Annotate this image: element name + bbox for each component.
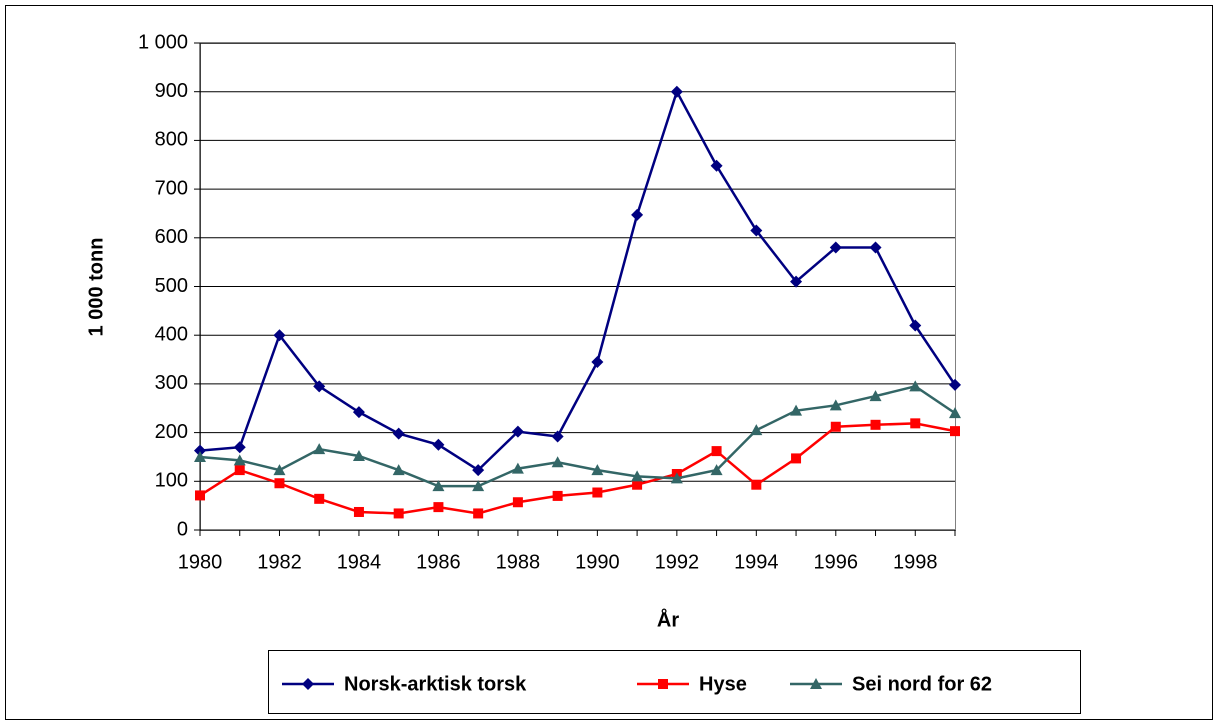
marker — [631, 470, 644, 482]
marker — [512, 497, 523, 508]
marker — [909, 380, 922, 392]
marker — [233, 454, 246, 466]
marker — [910, 418, 921, 429]
marker — [790, 404, 803, 416]
marker — [711, 446, 722, 457]
x-tick-label: 1980 — [178, 551, 223, 573]
marker — [592, 487, 603, 498]
x-tick-label: 1984 — [337, 551, 382, 573]
marker — [710, 464, 723, 476]
y-tick-label: 1 000 — [138, 31, 188, 53]
x-tick-label: 1992 — [655, 551, 700, 573]
marker — [273, 464, 286, 476]
marker — [950, 426, 960, 437]
y-tick-label: 500 — [155, 275, 188, 297]
marker — [670, 85, 683, 98]
marker — [750, 224, 763, 237]
marker — [710, 159, 723, 172]
marker — [829, 399, 842, 411]
x-tick-label: 1998 — [893, 551, 938, 573]
marker — [790, 275, 803, 288]
marker — [631, 208, 644, 221]
y-tick-label: 400 — [155, 323, 188, 345]
marker — [352, 406, 365, 419]
marker — [472, 464, 485, 477]
marker — [870, 419, 881, 430]
series-line — [199, 88, 957, 472]
marker — [791, 453, 802, 464]
marker — [552, 490, 563, 501]
x-tick-label: 1990 — [575, 551, 620, 573]
marker — [194, 450, 206, 462]
y-tick-label: 700 — [155, 177, 188, 199]
marker — [670, 472, 683, 484]
marker — [195, 490, 205, 501]
marker — [551, 430, 564, 443]
marker — [473, 508, 484, 519]
legend-marker — [810, 678, 822, 689]
x-tick-label: 1982 — [257, 551, 302, 573]
marker — [392, 464, 405, 476]
marker — [591, 355, 604, 368]
x-tick-label: 1988 — [496, 551, 541, 573]
marker — [472, 480, 485, 492]
y-axis-label: 1 000 tonn — [85, 238, 107, 337]
marker — [591, 464, 604, 476]
series-line — [199, 384, 956, 488]
legend-marker — [658, 679, 668, 689]
y-tick-label: 600 — [155, 226, 188, 248]
marker — [313, 380, 326, 393]
marker — [313, 443, 326, 455]
marker — [750, 424, 763, 436]
marker — [352, 449, 365, 461]
marker — [194, 444, 206, 457]
y-tick-label: 200 — [155, 421, 188, 443]
marker — [751, 479, 762, 490]
marker — [829, 241, 842, 254]
marker — [949, 378, 961, 391]
marker — [353, 506, 364, 517]
marker — [869, 241, 882, 254]
legend — [268, 650, 1081, 714]
marker — [511, 425, 524, 438]
y-tick-label: 900 — [155, 80, 188, 102]
y-tick-label: 100 — [155, 470, 188, 492]
x-tick-label: 1996 — [814, 551, 859, 573]
marker — [274, 478, 285, 489]
marker — [432, 480, 445, 492]
marker — [830, 421, 841, 432]
legend-label: Norsk-arktisk torsk — [344, 673, 527, 695]
y-tick-label: 800 — [155, 129, 188, 151]
marker — [551, 456, 564, 468]
chart-border — [5, 5, 1213, 720]
x-axis-label: År — [657, 607, 679, 631]
series-line — [199, 422, 956, 515]
x-tick-label: 1986 — [416, 551, 461, 573]
y-tick-label: 300 — [155, 372, 188, 394]
marker — [393, 508, 404, 519]
marker — [511, 462, 524, 474]
marker — [233, 441, 246, 454]
marker — [869, 390, 882, 402]
marker — [314, 493, 325, 504]
marker — [632, 479, 643, 490]
marker — [234, 465, 245, 476]
marker — [432, 438, 445, 451]
marker — [392, 427, 405, 440]
legend-label: Hyse — [699, 673, 747, 695]
marker — [273, 329, 286, 342]
y-tick-label: 0 — [177, 518, 188, 540]
x-tick-label: 1994 — [734, 551, 779, 573]
legend-label: Sei nord for 62 — [852, 673, 992, 695]
legend-marker — [302, 678, 314, 690]
marker — [909, 319, 922, 332]
marker — [433, 502, 444, 513]
marker — [949, 407, 961, 419]
